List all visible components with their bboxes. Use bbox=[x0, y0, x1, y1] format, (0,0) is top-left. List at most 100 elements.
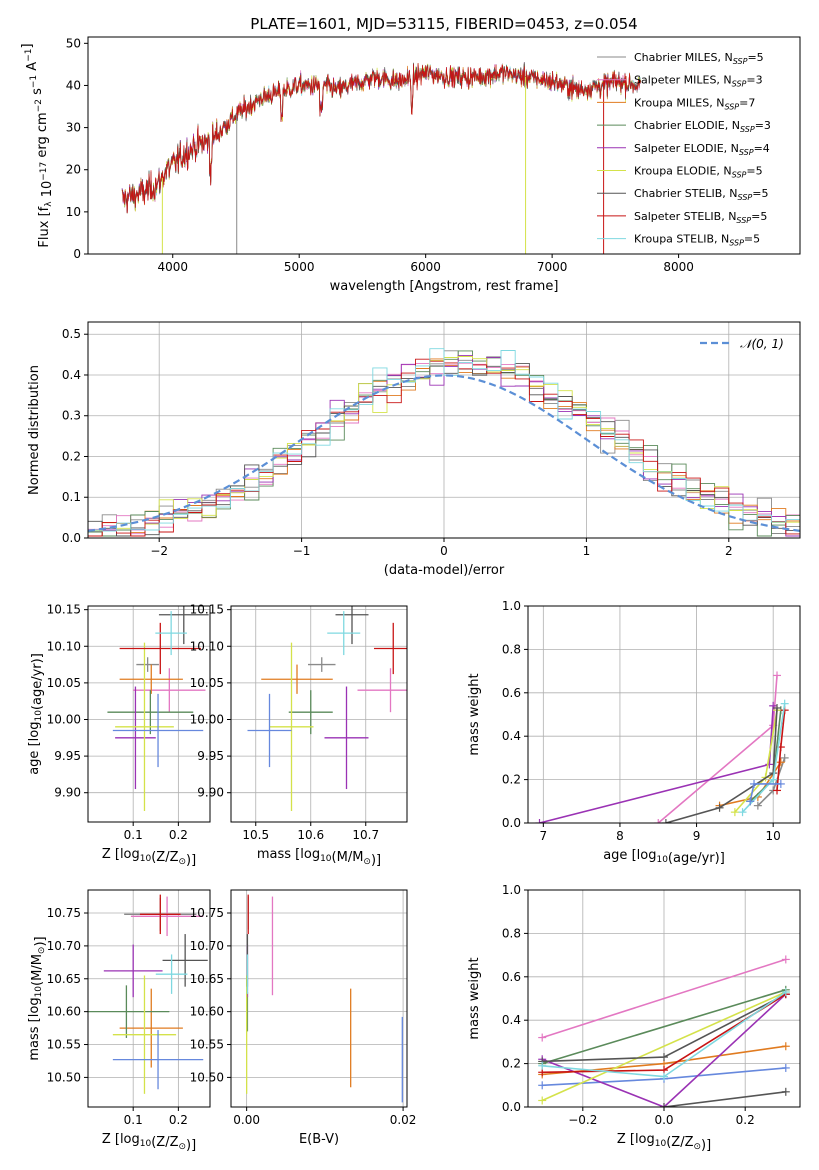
x-axis-label: Z [log10(Z/Z⊙)] bbox=[102, 1132, 196, 1153]
y-tick-label: 10.75 bbox=[190, 906, 224, 920]
y-tick-label: 9.90 bbox=[54, 786, 81, 800]
y-tick-label: 10.00 bbox=[190, 712, 224, 726]
panel-mass-weight-vs-age: 7 8 9 10 0.0 0.2 0.4 0.6 0.8 1.0 age [log10(age/yr… bbox=[467, 599, 801, 866]
panel-residual-histogram: −2 −1 0 1 2 0.0 0.1 0.2 0.3 0.4 0.5 (data-model)/er… bbox=[27, 321, 801, 578]
y-axis-label: mass [log10(M/M⊙)] bbox=[27, 936, 48, 1060]
y-tick-label: 10.65 bbox=[47, 972, 81, 986]
x-tick-label: −1 bbox=[293, 544, 311, 558]
x-tick-label: 10.7 bbox=[352, 828, 379, 842]
y-tick-label: 0.2 bbox=[62, 449, 81, 463]
spectrum-line-7 bbox=[121, 63, 642, 214]
axes-frame bbox=[527, 889, 801, 1108]
plot-area bbox=[88, 348, 800, 538]
x-tick-label: 10.6 bbox=[297, 828, 324, 842]
x-axis-label: wavelength [Angstrom, rest frame] bbox=[330, 279, 559, 294]
legend-label: 𝒩(0, 1) bbox=[740, 337, 784, 351]
mass-weight-line-1 bbox=[657, 675, 778, 823]
mass-weight-line-9 bbox=[663, 1091, 786, 1107]
y-tick-label: 10.50 bbox=[47, 1070, 81, 1084]
y-tick-label: 0.1 bbox=[62, 490, 81, 504]
y-tick-label: 9.90 bbox=[197, 786, 224, 800]
panel-mass-weight-vs-Z: −0.2 0.0 0.2 0.0 0.2 0.4 0.6 0.8 1.0 Z [log10(Z/Z… bbox=[467, 883, 801, 1153]
y-tick-label: 10.65 bbox=[190, 972, 224, 986]
y-tick-label: 10.00 bbox=[47, 712, 81, 726]
y-tick-label: 50 bbox=[66, 36, 81, 50]
y-tick-label: 0.0 bbox=[62, 531, 81, 545]
x-axis-label: Z [log10(Z/Z⊙)] bbox=[617, 1132, 711, 1153]
y-axis-label: age [log10(age/yr)] bbox=[27, 653, 45, 775]
x-tick-label: 0.2 bbox=[736, 1113, 755, 1127]
axes-frame bbox=[87, 36, 801, 255]
x-tick-label: 0.1 bbox=[124, 828, 143, 842]
legend-label: Kroupa ELODIE, NSSP=5 bbox=[634, 165, 763, 180]
legend-label: Salpeter MILES, NSSP=3 bbox=[634, 74, 763, 89]
plot-area bbox=[107, 606, 209, 812]
plot-area bbox=[535, 671, 789, 823]
y-axis-label: Flux [fλ 10−17 erg cm−2 s−1 A−1] bbox=[20, 43, 55, 247]
axes-frame bbox=[527, 605, 801, 824]
spectrum-legend: Chabrier MILES, NSSP=5 Salpeter MILES, NS… bbox=[597, 51, 771, 248]
axes-frame bbox=[87, 889, 211, 1108]
y-tick-label: 0.2 bbox=[502, 773, 521, 787]
y-tick-label: 0.4 bbox=[62, 368, 81, 382]
mass-weight-line-4 bbox=[539, 705, 774, 823]
x-tick-label: 0.02 bbox=[390, 1113, 417, 1127]
y-tick-label: 10.75 bbox=[47, 906, 81, 920]
y-tick-label: 0.0 bbox=[502, 1100, 521, 1114]
legend-label: Chabrier MILES, NSSP=5 bbox=[634, 51, 764, 66]
y-tick-label: 1.0 bbox=[502, 883, 521, 897]
y-tick-label: 10.55 bbox=[47, 1038, 81, 1052]
y-tick-label: 0.4 bbox=[502, 729, 521, 743]
x-tick-label: 9 bbox=[693, 829, 701, 843]
y-tick-label: 30 bbox=[66, 121, 81, 135]
y-tick-label: 0.6 bbox=[502, 970, 521, 984]
x-axis-label: E(B-V) bbox=[299, 1132, 339, 1147]
y-tick-label: 10 bbox=[66, 205, 81, 219]
panel-mass-vs-EBV: 0.00 0.02 10.50 10.55 10.60 10.65 10.70 10.75 E(… bbox=[190, 889, 417, 1147]
panel-age-vs-Z: 0.1 0.2 9.90 9.95 10.00 10.05 10.10 10.15 Z [log… bbox=[27, 603, 211, 868]
x-axis-label: Z [log10(Z/Z⊙)] bbox=[102, 847, 196, 868]
x-tick-label: 0.0 bbox=[654, 1113, 673, 1127]
y-tick-label: 1.0 bbox=[502, 599, 521, 613]
x-tick-label: −2 bbox=[150, 544, 168, 558]
y-tick-label: 10.10 bbox=[47, 639, 81, 653]
y-tick-label: 0.0 bbox=[502, 816, 521, 830]
legend-label: Kroupa MILES, NSSP=7 bbox=[634, 96, 755, 111]
y-tick-label: 10.60 bbox=[47, 1005, 81, 1019]
y-tick-label: 20 bbox=[66, 163, 81, 177]
y-tick-label: 40 bbox=[66, 78, 81, 92]
x-tick-label: 10.5 bbox=[242, 828, 269, 842]
mass-weight-line-4 bbox=[541, 993, 787, 1107]
legend-label: Kroupa STELIB, NSSP=5 bbox=[634, 233, 760, 248]
x-axis-label: mass [log10(M/M⊙)] bbox=[257, 847, 381, 868]
axes-frame bbox=[230, 605, 408, 823]
legend-label: Chabrier ELODIE, NSSP=3 bbox=[634, 119, 771, 134]
y-tick-label: 10.05 bbox=[190, 676, 224, 690]
plot-area bbox=[121, 62, 642, 254]
legend-label: Salpeter STELIB, NSSP=5 bbox=[634, 210, 767, 225]
x-tick-label: 2 bbox=[725, 544, 733, 558]
y-tick-label: 0.3 bbox=[62, 409, 81, 423]
x-tick-label: 0.2 bbox=[169, 1113, 188, 1127]
y-tick-label: 0.8 bbox=[502, 926, 521, 940]
figure-title: PLATE=1601, MJD=53115, FIBERID=0453, z=0… bbox=[250, 15, 637, 33]
x-tick-label: 0 bbox=[440, 544, 448, 558]
y-tick-label: 10.70 bbox=[190, 939, 224, 953]
panel-mass-vs-Z: 0.1 0.2 10.50 10.55 10.60 10.65 10.70 10.75 Z [l… bbox=[27, 889, 211, 1153]
axes-frame bbox=[87, 605, 211, 823]
mass-weight-line-6 bbox=[665, 707, 778, 823]
y-tick-label: 10.10 bbox=[190, 639, 224, 653]
legend-label: Salpeter ELODIE, NSSP=4 bbox=[634, 142, 770, 157]
x-tick-label: 4000 bbox=[157, 260, 188, 274]
axes-frame bbox=[230, 889, 408, 1108]
y-tick-label: 10.70 bbox=[47, 939, 81, 953]
x-axis-label: (data-model)/error bbox=[384, 563, 505, 578]
x-tick-label: 7 bbox=[540, 829, 548, 843]
y-axis-label: mass weight bbox=[467, 957, 482, 1039]
y-tick-label: 10.15 bbox=[47, 603, 81, 617]
histogram-steps-8 bbox=[88, 348, 800, 538]
x-tick-label: 7000 bbox=[537, 260, 568, 274]
x-tick-label: 8000 bbox=[663, 260, 694, 274]
y-axis-label: mass weight bbox=[467, 673, 482, 755]
x-tick-label: 1 bbox=[583, 544, 591, 558]
